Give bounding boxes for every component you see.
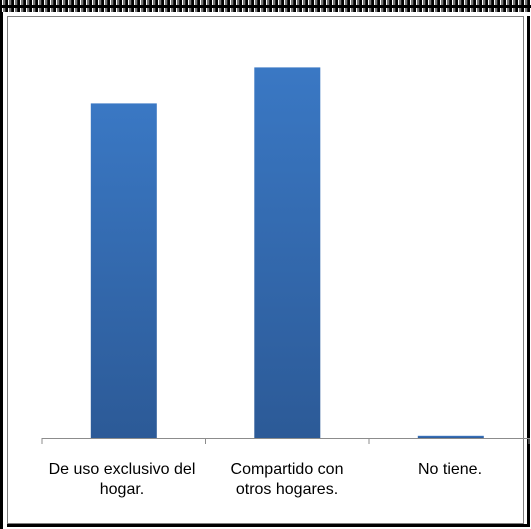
category-label-line: No tiene.	[417, 461, 483, 478]
category-label-exclusivo: De uso exclusivo del hogar.	[42, 460, 202, 500]
frame-shadow-bottom	[7, 524, 530, 527]
bar-1	[254, 67, 321, 439]
category-label-line: otros hogares.	[235, 481, 339, 498]
category-label-no-tiene: No tiene.	[370, 460, 530, 480]
top-border-band	[0, 5, 531, 8]
bar-2	[417, 435, 484, 438]
category-label-compartido: Compartido con otros hogares.	[207, 460, 367, 500]
frame-shadow-right	[527, 16, 530, 524]
bar-0	[90, 103, 157, 439]
left-border	[0, 12, 3, 529]
category-label-line: De uso exclusivo del	[48, 461, 196, 478]
category-label-line: hogar.	[99, 481, 145, 498]
category-label-line: Compartido con	[230, 461, 344, 478]
